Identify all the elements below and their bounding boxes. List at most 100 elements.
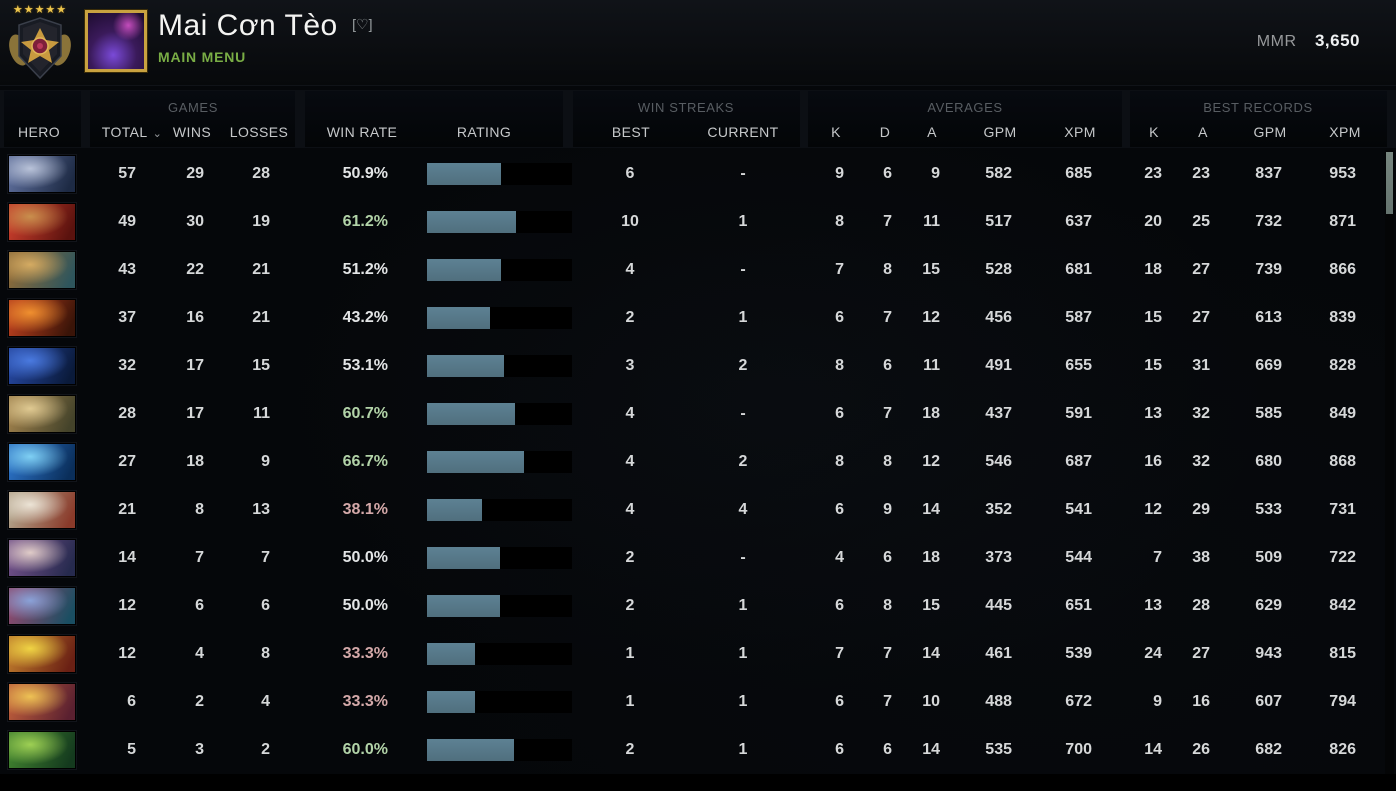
rating-bar-fill	[427, 307, 490, 329]
record-xpm-cell: 871	[1329, 213, 1356, 230]
column-header-losses[interactable]: LOSSES	[229, 124, 289, 140]
rating-bar	[427, 547, 572, 569]
hero-portrait-mirana[interactable]	[8, 539, 76, 577]
hero-stats-row[interactable]: 5 3 2 60.0% 2 1 6 6 14 535 700 14 26 682…	[0, 726, 1396, 774]
main-menu-link[interactable]: MAIN MENU	[158, 49, 247, 65]
rank-stars-icon: ★★★★★	[12, 4, 68, 16]
hero-stats-row[interactable]: 21 8 13 38.1% 4 4 6 9 14 352 541 12 29 5…	[0, 486, 1396, 534]
hero-stats-row[interactable]: 12 6 6 50.0% 2 1 6 8 15 445 651 13 28 62…	[0, 582, 1396, 630]
hero-portrait-bloodseeker[interactable]	[8, 203, 76, 241]
record-assists-cell: 32	[1192, 453, 1210, 470]
hero-stats-row[interactable]: 27 18 9 66.7% 4 2 8 8 12 546 687 16 32 6…	[0, 438, 1396, 486]
avg-gpm-cell: 535	[985, 741, 1012, 758]
best-streak-cell: 4	[625, 405, 635, 422]
losses-cell: 7	[261, 549, 270, 566]
column-header-deaths[interactable]: D	[879, 124, 891, 140]
losses-cell: 28	[252, 165, 270, 182]
hero-cell	[0, 635, 84, 673]
group-label-win-streaks: WIN STREAKS	[637, 100, 735, 115]
losses-cell: 21	[252, 261, 270, 278]
column-header-assists[interactable]: A	[927, 124, 937, 140]
avg-gpm-cell: 437	[985, 405, 1012, 422]
hero-stats-row[interactable]: 32 17 15 53.1% 3 2 8 6 11 491 655 15 31 …	[0, 342, 1396, 390]
avg-assists-cell: 11	[923, 357, 940, 374]
scrollbar-thumb[interactable]	[1386, 152, 1393, 214]
hero-portrait-legion-commander[interactable]	[8, 683, 76, 721]
hero-portrait-drow-ranger[interactable]	[8, 155, 76, 193]
hero-portrait-night-stalker[interactable]	[8, 347, 76, 385]
column-header-gpm[interactable]: GPM	[983, 124, 1017, 140]
total-games-cell: 12	[118, 645, 136, 662]
rank-medal-icon[interactable]: ★★★★★	[8, 4, 72, 82]
rating-cell	[390, 211, 580, 233]
record-gpm-cell: 509	[1255, 549, 1282, 566]
hero-stats-row[interactable]: 57 29 28 50.9% 6 - 9 6 9 582 685 23 23 8…	[0, 150, 1396, 198]
current-streak-cell: -	[740, 261, 746, 278]
hero-stats-row[interactable]: 28 17 11 60.7% 4 - 6 7 18 437 591 13 32 …	[0, 390, 1396, 438]
column-header-kills[interactable]: K	[831, 124, 841, 140]
player-avatar[interactable]	[84, 9, 148, 73]
avg-xpm-cell: 700	[1065, 741, 1092, 758]
record-xpm-cell: 953	[1329, 165, 1356, 182]
hero-portrait-batrider[interactable]	[8, 299, 76, 337]
column-header-rating[interactable]: RATING	[456, 124, 512, 140]
record-xpm-cell: 849	[1329, 405, 1356, 422]
avg-deaths-cell: 7	[883, 309, 892, 326]
current-streak-cell: -	[740, 405, 746, 422]
hero-stats-row[interactable]: 43 22 21 51.2% 4 - 7 8 15 528 681 18 27 …	[0, 246, 1396, 294]
record-gpm-cell: 943	[1255, 645, 1282, 662]
record-assists-cell: 32	[1192, 405, 1210, 422]
current-streak-cell: 1	[738, 213, 748, 230]
panel-hero	[4, 91, 81, 147]
hero-stats-row[interactable]: 37 16 21 43.2% 2 1 6 7 12 456 587 15 27 …	[0, 294, 1396, 342]
avg-kills-cell: 7	[835, 261, 844, 278]
hero-portrait-razor[interactable]	[8, 443, 76, 481]
record-assists-cell: 28	[1192, 597, 1210, 614]
hero-portrait-venomancer[interactable]	[8, 731, 76, 769]
avg-kills-cell: 8	[835, 453, 844, 470]
record-assists-cell: 25	[1192, 213, 1210, 230]
column-header-current[interactable]: CURRENT	[707, 124, 779, 140]
column-header-win-rate[interactable]: WIN RATE	[326, 124, 398, 140]
win-rate-cell: 43.2%	[342, 309, 388, 326]
column-header-total[interactable]: TOTAL ⌄	[101, 124, 163, 140]
column-header-record-kills[interactable]: K	[1149, 124, 1159, 140]
hero-stats-row[interactable]: 6 2 4 33.3% 1 1 6 7 10 488 672 9 16 607 …	[0, 678, 1396, 726]
record-kills-cell: 12	[1144, 501, 1162, 518]
favorite-heart-badge[interactable]: [♡]	[352, 16, 373, 32]
rating-bar-fill	[427, 259, 502, 281]
column-header-record-assists[interactable]: A	[1198, 124, 1208, 140]
column-header-record-gpm[interactable]: GPM	[1253, 124, 1287, 140]
best-streak-cell: 2	[625, 309, 635, 326]
hero-portrait-tusk[interactable]	[8, 491, 76, 529]
hero-cell	[0, 587, 84, 625]
scrollbar[interactable]	[1385, 150, 1394, 774]
column-header-wins[interactable]: WINS	[172, 124, 212, 140]
avg-xpm-cell: 651	[1065, 597, 1092, 614]
record-kills-cell: 16	[1144, 453, 1162, 470]
hero-portrait-bounty-hunter[interactable]	[8, 635, 76, 673]
column-header-record-xpm[interactable]: XPM	[1329, 124, 1361, 140]
hero-stats-row[interactable]: 49 30 19 61.2% 10 1 8 7 11 517 637 20 25…	[0, 198, 1396, 246]
wins-cell: 29	[186, 165, 204, 182]
avg-deaths-cell: 8	[883, 261, 892, 278]
rating-bar	[427, 499, 572, 521]
hero-portrait-slardar[interactable]	[8, 587, 76, 625]
total-games-cell: 6	[127, 693, 136, 710]
column-header-xpm[interactable]: XPM	[1064, 124, 1096, 140]
record-kills-cell: 24	[1144, 645, 1162, 662]
rating-bar	[427, 211, 572, 233]
hero-stats-row[interactable]: 12 4 8 33.3% 1 1 7 7 14 461 539 24 27 94…	[0, 630, 1396, 678]
hero-portrait-sand-king[interactable]	[8, 395, 76, 433]
column-header-hero[interactable]: HERO	[18, 124, 61, 140]
rating-bar	[427, 403, 572, 425]
wins-cell: 18	[186, 453, 204, 470]
avg-xpm-cell: 672	[1065, 693, 1092, 710]
record-kills-cell: 15	[1144, 309, 1162, 326]
hero-stats-row[interactable]: 14 7 7 50.0% 2 - 4 6 18 373 544 7 38 509…	[0, 534, 1396, 582]
column-header-best[interactable]: BEST	[611, 124, 651, 140]
wins-cell: 8	[195, 501, 204, 518]
record-xpm-cell: 866	[1329, 261, 1356, 278]
hero-cell	[0, 203, 84, 241]
hero-portrait-bristleback[interactable]	[8, 251, 76, 289]
